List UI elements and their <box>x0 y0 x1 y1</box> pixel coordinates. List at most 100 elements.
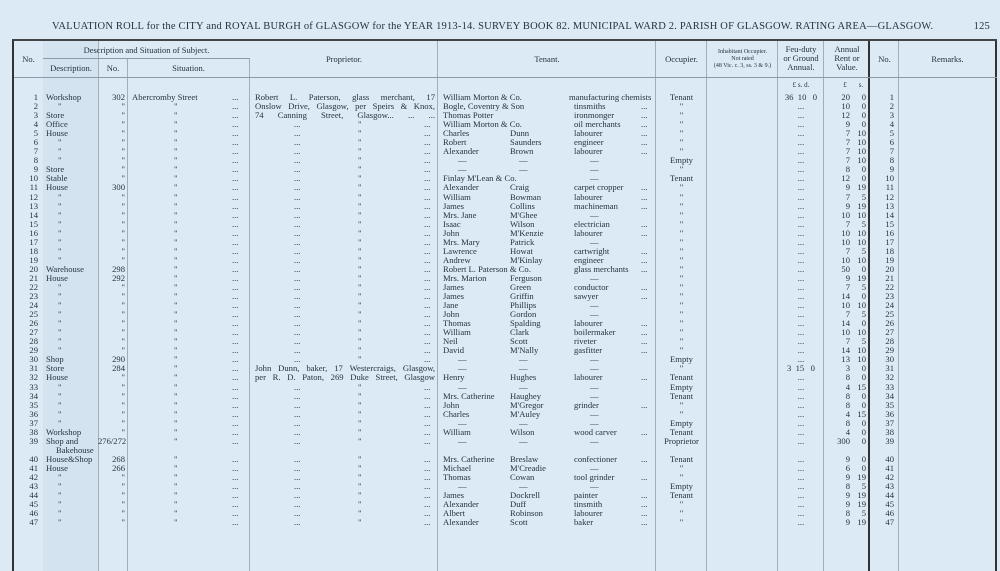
street-number: " <box>121 426 125 437</box>
occupier: Empty <box>670 481 693 492</box>
tenant-occupation: — <box>590 155 599 166</box>
tenant-surname: Howat <box>510 245 533 256</box>
street-number: " <box>121 327 125 338</box>
table-row: 40 House&Shop 268 "...... "... Mrs. Catherine… <box>14 453 997 464</box>
row-number: 29 <box>29 345 38 356</box>
tenant-occupation: labourer <box>574 372 603 383</box>
rent-pounds: 7 <box>845 155 850 166</box>
rent-shillings: 19 <box>857 490 866 501</box>
tenant-occupation: engineer <box>574 254 604 265</box>
proprietor-dots: ... <box>294 354 301 365</box>
occupation-dots: ... <box>641 336 648 347</box>
tenant-occupation: ironmonger <box>574 110 615 121</box>
row-number-right: 47 <box>885 517 894 528</box>
tenant-surname: M'Kenzie <box>510 227 544 238</box>
row-number-right: 20 <box>885 263 894 274</box>
description: " <box>58 191 62 202</box>
rent-shillings: 0 <box>861 363 866 374</box>
table-row-continuation: Bakehouse <box>14 445 997 455</box>
description: " <box>58 101 62 112</box>
occupation-dots: ... <box>641 372 648 383</box>
proprietor-ditto: " <box>358 272 362 283</box>
street-number: " <box>121 390 125 401</box>
situation-dots: ... <box>232 390 239 401</box>
feu-duty: ... <box>797 155 805 166</box>
occupier: " <box>679 471 684 482</box>
description: House <box>46 372 68 383</box>
situation-dots: ... <box>232 408 239 419</box>
proprietor-dots: ... <box>294 481 301 492</box>
situation-dots: ... <box>232 119 239 130</box>
occupier: " <box>679 119 684 130</box>
tenant-first-name: Michael <box>443 462 472 473</box>
page-number: 125 <box>973 21 990 32</box>
rent-shillings: 0 <box>861 101 866 112</box>
row-number-right: 43 <box>885 481 894 492</box>
row-number-right: 21 <box>885 272 894 283</box>
description: " <box>58 137 62 148</box>
occupation-dots: ... <box>641 517 648 528</box>
situation-dots: ... <box>232 354 239 365</box>
street-number: " <box>121 227 125 238</box>
row-number-right: 14 <box>885 209 894 220</box>
tenant-occupation: — <box>590 363 599 374</box>
table-row: 5 House " "...... "... Charles Dunn labourer...… <box>14 129 997 138</box>
description: Stable <box>46 173 68 184</box>
occupation-dots: ... <box>641 146 648 157</box>
description: " <box>58 471 62 482</box>
occupation-dots: ... <box>641 137 648 148</box>
feu-units: £ s. d. <box>792 81 810 89</box>
situation: " <box>174 490 178 501</box>
rent-units-pounds: £ <box>843 81 847 89</box>
feu-duty: ... <box>797 245 805 256</box>
tenant-surname: — <box>519 381 528 392</box>
proprietor-dots: ... <box>294 272 301 283</box>
street-number: " <box>121 508 125 519</box>
tenant-first-name: Charles <box>443 408 470 419</box>
row-number: 12 <box>29 191 38 202</box>
situation-dots: ... <box>232 372 239 383</box>
occupier: " <box>679 200 684 211</box>
proprietor-ditto: " <box>358 200 362 211</box>
table-row: 41 House 266 "...... "... Michael M'Creadie — ".… <box>14 462 997 473</box>
rent-shillings: 19 <box>857 200 866 211</box>
occupier: " <box>679 101 684 112</box>
table-row: 26 " " "...... "... Thomas Spalding labourer...… <box>14 319 997 328</box>
tenant-occupation: riveter <box>574 336 597 347</box>
table-row: 17 " " "...... "... Mrs. Mary Patrick — "... 10 10… <box>14 237 997 247</box>
feu-duty: ... <box>797 453 805 464</box>
proprietor-dots: ... <box>424 435 431 446</box>
tenant-surname: Haughey <box>510 390 542 401</box>
feu-duty: ... <box>797 110 805 121</box>
table-row: 19 " " "...... "... Andrew M'Kinlay engineer...… <box>14 254 997 265</box>
occupation-dots: ... <box>641 128 648 139</box>
situation-dots: ... <box>232 137 239 148</box>
occupation-dots: ... <box>641 471 648 482</box>
situation: " <box>174 354 178 365</box>
feu-duty: ... <box>797 173 805 184</box>
proprietor-ditto: " <box>358 309 362 320</box>
table-row: 32 House " "... per R. D. Paton, 269 Duke St… <box>14 373 997 382</box>
tenant-first-name: William Morton & Co. <box>443 119 522 130</box>
street-number: " <box>121 490 125 501</box>
row-number: 24 <box>29 300 38 311</box>
row-number: 6 <box>33 137 38 148</box>
description: " <box>58 499 62 510</box>
situation-dots: ... <box>232 426 239 437</box>
occupier: Tenant <box>669 426 694 437</box>
occupier: " <box>679 462 684 473</box>
occupier: Empty <box>670 155 693 166</box>
tenant-first-name: Mrs. Marion <box>443 272 487 283</box>
situation: " <box>174 164 178 175</box>
tenant-occupation: — <box>590 481 599 492</box>
proprietor: Robert L. Paterson, glass merchant, 17 <box>255 92 435 102</box>
row-number: 28 <box>29 336 38 347</box>
tenant-occupation: tinsmith <box>574 499 603 510</box>
row-number-right: 7 <box>889 146 894 157</box>
occupier: " <box>679 137 684 148</box>
proprietor-dots: ... <box>294 209 301 220</box>
tenant-occupation: — <box>590 417 599 428</box>
header-bottom-rule <box>14 77 997 78</box>
proprietor-dots: ... <box>294 426 301 437</box>
occupation-dots: ... <box>641 490 648 501</box>
